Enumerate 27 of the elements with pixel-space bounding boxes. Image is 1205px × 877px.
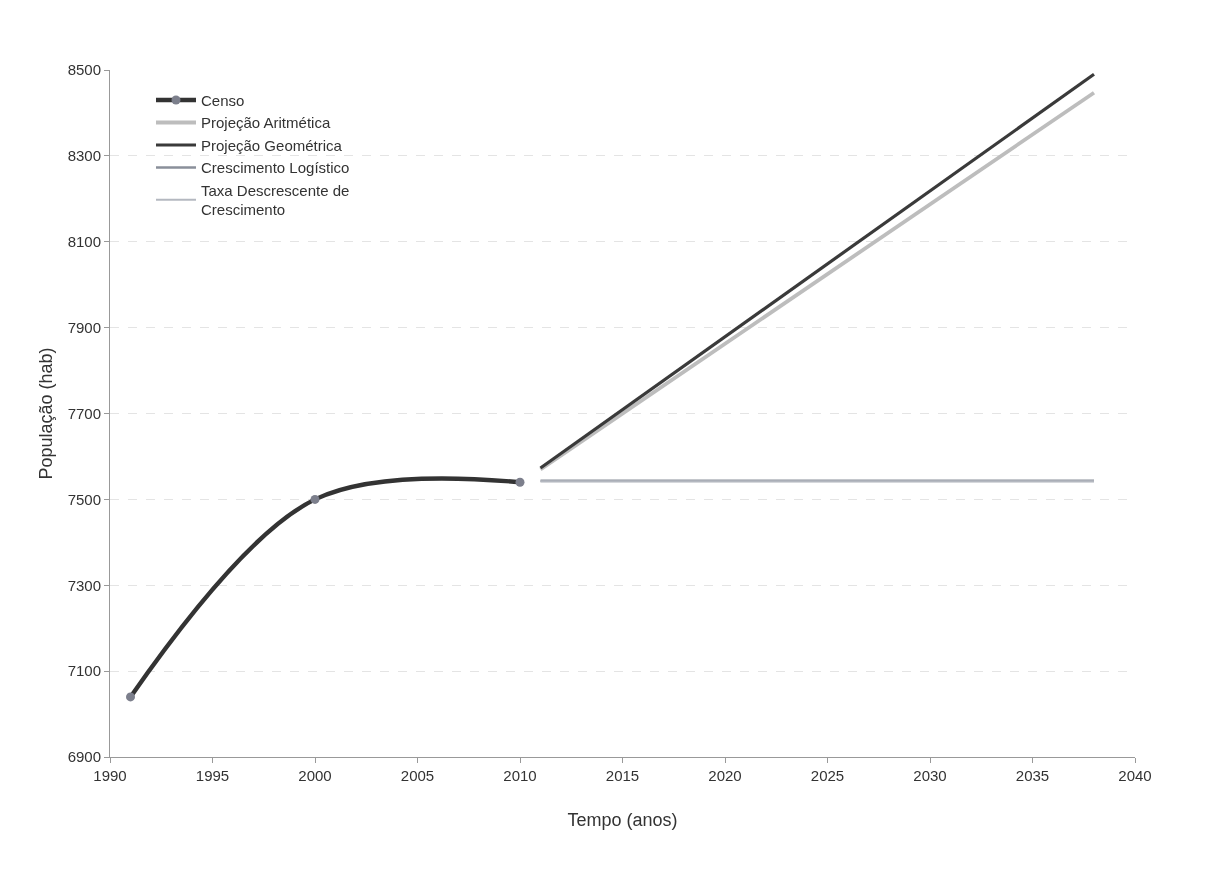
- x-tick-label: 2015: [605, 767, 640, 784]
- legend-label: Censo: [201, 91, 245, 109]
- legend-label: Taxa Descrescente de Crescimento: [201, 181, 350, 219]
- y-tick-label: 6900: [67, 748, 101, 766]
- y-tick-label: 7900: [67, 318, 101, 336]
- y-tick-label: 7100: [67, 662, 101, 680]
- x-axis-title: Tempo (anos): [567, 810, 678, 831]
- legend-label: Projeção Geométrica: [201, 136, 343, 154]
- x-tick-label: 2040: [1118, 767, 1152, 784]
- x-tick-label: 1995: [195, 767, 230, 784]
- x-tick-label: 2005: [400, 767, 435, 784]
- y-axis-title: População (hab): [35, 347, 56, 480]
- x-tick-label: 1990: [93, 767, 127, 784]
- legend-label: Crescimento Logístico: [201, 159, 350, 177]
- x-tick-label: 2020: [708, 767, 742, 784]
- y-tick-label: 7500: [67, 490, 101, 508]
- y-tick-label: 7700: [67, 404, 101, 422]
- x-tick-label: 2010: [503, 767, 537, 784]
- x-tick-label: 2035: [1015, 767, 1050, 784]
- x-tick-label: 2025: [810, 767, 845, 784]
- x-tick-label: 2000: [298, 767, 332, 784]
- x-tick-label: 2030: [913, 767, 947, 784]
- y-tick-label: 7300: [67, 576, 101, 594]
- y-tick-label: 8100: [67, 233, 101, 250]
- legend-label: Projeção Aritmética: [201, 114, 331, 132]
- y-tick-label: 8300: [67, 147, 101, 165]
- y-tick-label: 8500: [67, 61, 101, 79]
